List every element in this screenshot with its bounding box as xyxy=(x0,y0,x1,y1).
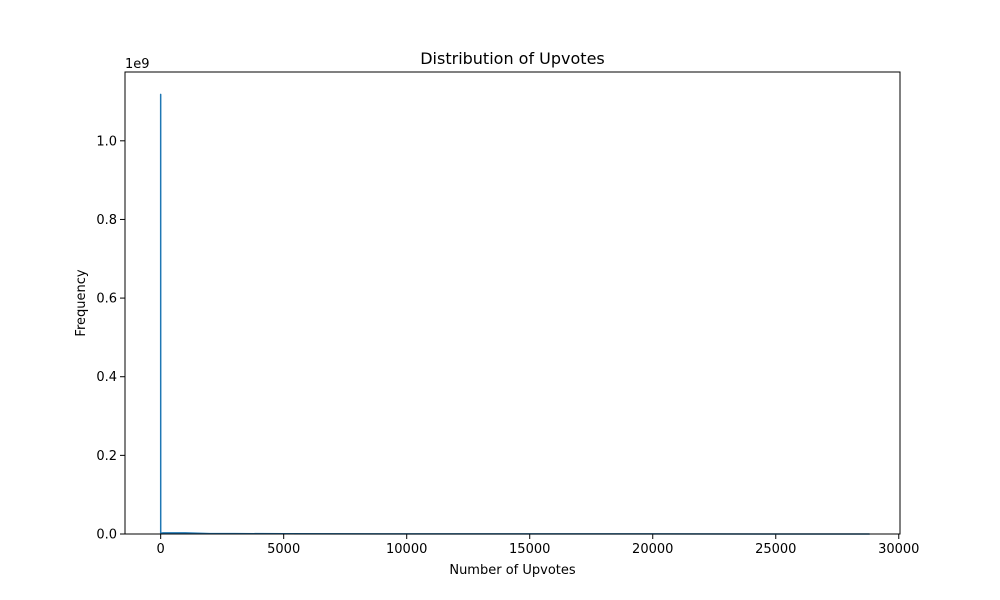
x-tick-label: 0 xyxy=(157,542,165,557)
y-axis-offset-text: 1e9 xyxy=(125,57,150,72)
y-tick-label: 0.4 xyxy=(96,370,117,385)
x-tick-label: 30000 xyxy=(878,542,919,557)
y-axis-label: Frequency xyxy=(74,269,89,336)
plot-background xyxy=(125,72,900,534)
x-axis-label: Number of Upvotes xyxy=(449,563,576,578)
y-tick-label: 0.2 xyxy=(96,449,117,464)
x-tick-label: 15000 xyxy=(509,542,550,557)
y-tick-label: 0.8 xyxy=(96,213,117,228)
y-tick-label: 0.6 xyxy=(96,292,117,307)
x-axis-ticks: 0 5000 10000 15000 20000 25000 30000 xyxy=(157,534,919,557)
x-tick-label: 20000 xyxy=(632,542,673,557)
y-tick-label: 0.0 xyxy=(96,528,117,543)
x-tick-label: 25000 xyxy=(755,542,796,557)
plot-frame xyxy=(124,71,901,535)
y-tick-label: 1.0 xyxy=(96,134,117,149)
x-tick-label: 10000 xyxy=(386,542,427,557)
x-tick-label: 5000 xyxy=(267,542,300,557)
chart-title: Distribution of Upvotes xyxy=(420,49,605,68)
y-axis-ticks: 0.0 0.2 0.4 0.6 0.8 1.0 xyxy=(96,134,125,543)
